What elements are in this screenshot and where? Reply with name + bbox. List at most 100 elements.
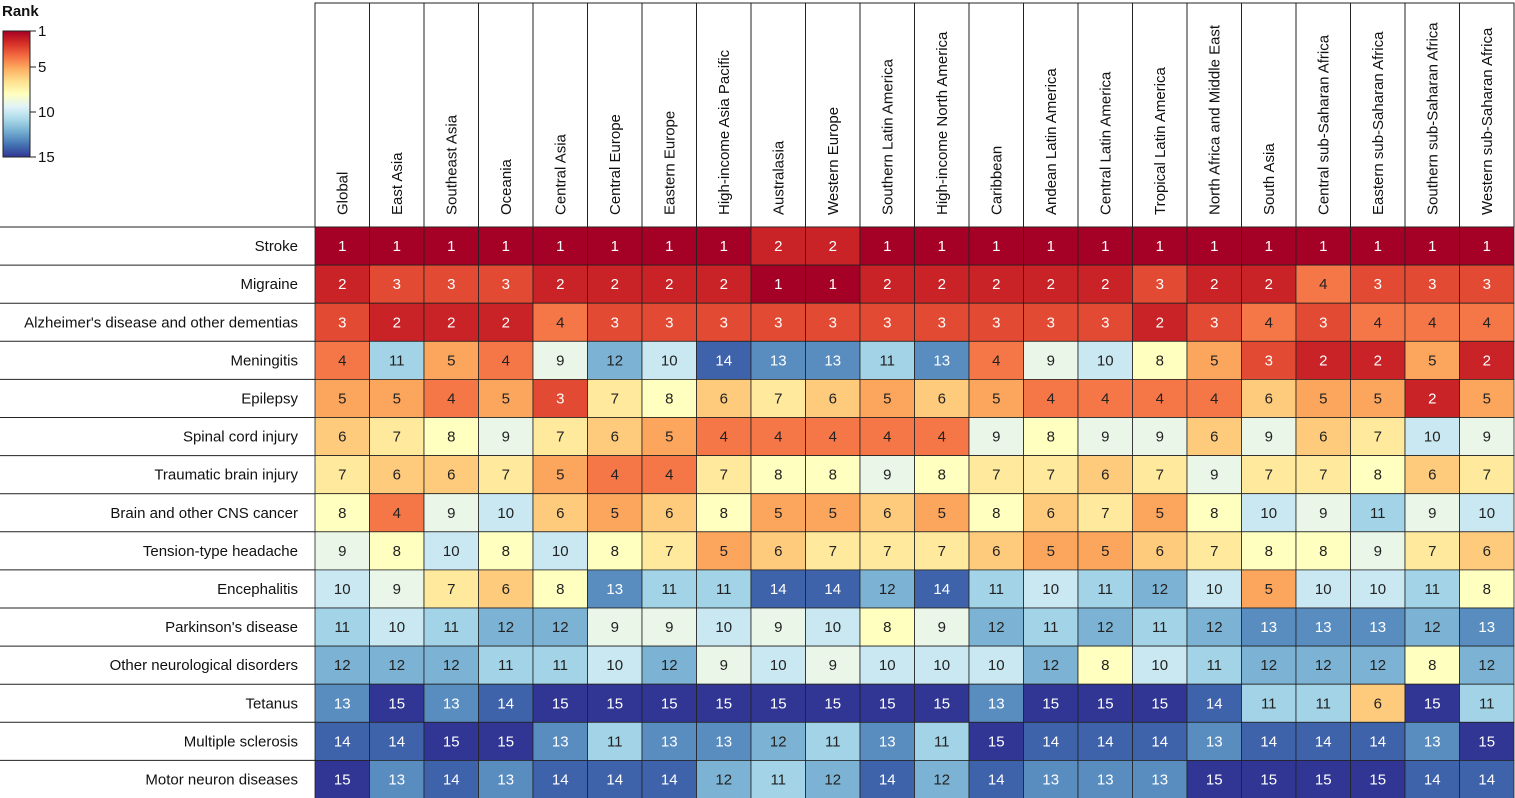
cell-value: 5 [883, 390, 891, 407]
heatmap-cell [696, 417, 752, 456]
heatmap-cell [859, 721, 915, 761]
cell-value: 12 [552, 619, 569, 636]
cell-value: 14 [606, 771, 623, 788]
heatmap-cell [1241, 264, 1297, 304]
cell-value: 7 [1374, 429, 1382, 446]
heatmap-cell [805, 264, 861, 304]
heatmap-cell [1077, 760, 1133, 798]
cell-value: 6 [938, 390, 946, 407]
heatmap-cell [587, 645, 643, 685]
cell-value: 8 [1483, 581, 1491, 598]
column-header-box [914, 2, 970, 228]
cell-value: 3 [502, 276, 510, 293]
heatmap-cell [587, 607, 643, 647]
heatmap-cell [1241, 569, 1297, 609]
row-label: Tension-type headache [143, 543, 298, 560]
cell-value: 4 [1428, 314, 1436, 331]
heatmap-cell [1350, 264, 1406, 304]
cell-value: 15 [1315, 771, 1332, 788]
heatmap-cell [314, 607, 370, 647]
heatmap-cell [696, 493, 752, 533]
heatmap-cell [478, 340, 534, 380]
cell-value: 15 [715, 695, 732, 712]
heatmap-cell [423, 645, 479, 685]
cell-value: 2 [447, 314, 455, 331]
heatmap-cell [423, 340, 479, 380]
cell-value: 3 [447, 276, 455, 293]
heatmap-cell [369, 378, 425, 418]
cell-value: 11 [879, 352, 895, 369]
cell-value: 1 [1265, 238, 1273, 255]
heatmap-cell [968, 607, 1024, 647]
heatmap-cell [1404, 721, 1460, 761]
cell-value: 4 [720, 429, 728, 446]
heatmap-cell [1023, 340, 1079, 380]
cell-value: 1 [1156, 238, 1164, 255]
cell-value: 4 [338, 352, 346, 369]
cell-value: 7 [1319, 467, 1327, 484]
heatmap-cell [750, 455, 806, 495]
heatmap-cell [859, 569, 915, 609]
cell-value: 15 [933, 695, 950, 712]
cell-value: 4 [1047, 390, 1055, 407]
cell-value: 12 [933, 771, 950, 788]
cell-value: 15 [988, 733, 1005, 750]
cell-value: 5 [720, 543, 728, 560]
cell-value: 6 [1210, 429, 1218, 446]
heatmap-cell [314, 683, 370, 723]
heatmap-cell [805, 493, 861, 533]
cell-value: 2 [1101, 276, 1109, 293]
legend-tick-label: 15 [38, 149, 55, 166]
cell-value: 3 [1265, 352, 1273, 369]
heatmap-cell [478, 417, 534, 456]
cell-value: 10 [1424, 429, 1441, 446]
cell-value: 2 [502, 314, 510, 331]
heatmap-cell [587, 302, 643, 342]
cell-value: 5 [338, 390, 346, 407]
cell-value: 1 [829, 276, 837, 293]
cell-value: 2 [1265, 276, 1273, 293]
column-header-box [1350, 2, 1406, 228]
cell-value: 5 [829, 505, 837, 522]
heatmap-cell [805, 302, 861, 342]
cell-value: 9 [556, 352, 564, 369]
cell-value: 11 [1206, 657, 1222, 674]
cell-value: 13 [1424, 733, 1441, 750]
heatmap-cell [478, 493, 534, 533]
heatmap-cell [587, 493, 643, 533]
heatmap-cell [1459, 607, 1515, 647]
heatmap-cell [968, 302, 1024, 342]
heatmap-cell [1186, 340, 1242, 380]
cell-value: 15 [1206, 771, 1223, 788]
cell-value: 2 [665, 276, 673, 293]
heatmap-cell [1077, 264, 1133, 304]
heatmap-cell [478, 531, 534, 571]
heatmap-cell [369, 226, 425, 266]
heatmap-cell [805, 378, 861, 418]
cell-value: 11 [1370, 505, 1386, 522]
heatmap-cell [587, 683, 643, 723]
cell-value: 14 [1151, 733, 1168, 750]
heatmap-cell [1023, 531, 1079, 571]
cell-value: 4 [1319, 276, 1327, 293]
heatmap-cell [641, 760, 697, 798]
column-label: Central Asia [552, 133, 569, 215]
cell-value: 15 [1260, 771, 1277, 788]
heatmap-cell [696, 683, 752, 723]
column-header-box [423, 2, 479, 228]
cell-value: 6 [1047, 505, 1055, 522]
cell-value: 7 [1428, 543, 1436, 560]
cell-value: 7 [774, 390, 782, 407]
cell-value: 6 [393, 467, 401, 484]
heatmap-cell [369, 645, 425, 685]
heatmap-cell [314, 417, 370, 456]
cell-value: 13 [1369, 619, 1386, 636]
cell-value: 3 [992, 314, 1000, 331]
cell-value: 5 [1101, 543, 1109, 560]
cell-value: 9 [1428, 505, 1436, 522]
cell-value: 6 [1319, 429, 1327, 446]
cell-value: 1 [556, 238, 564, 255]
heatmap-cell [805, 645, 861, 685]
heatmap-cell [1295, 607, 1351, 647]
heatmap-cell [1241, 226, 1297, 266]
